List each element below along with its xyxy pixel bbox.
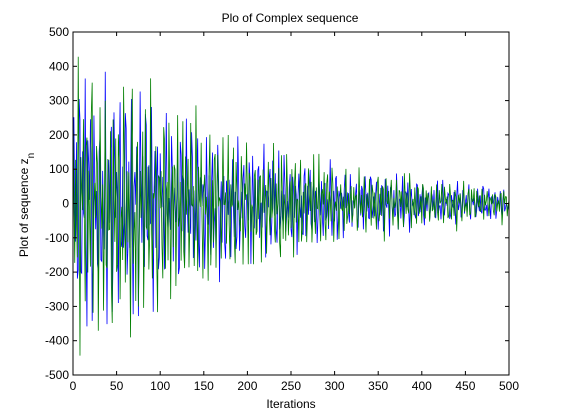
x-tick-label: 0 (70, 379, 77, 393)
y-axis-label-main: Plot of sequence z (17, 158, 31, 257)
y-axis-label-subscript: n (26, 153, 37, 159)
series-line-2 (72, 56, 510, 356)
x-tick-label: 450 (455, 379, 475, 393)
y-tick-label: 300 (49, 94, 69, 108)
y-axis-ticks: -500 -400 -300 -200 -100 0 100 200 300 400 500 (45, 25, 509, 382)
y-tick-label: -500 (45, 368, 69, 382)
svg-text:Plot of sequence zn: Plot of sequence zn (17, 153, 37, 257)
plot-area: 0 50 100 150 200 250 300 350 400 450 500 -500-400-… (45, 25, 519, 393)
y-tick-label: -300 (45, 299, 69, 313)
y-tick-label: 0 (62, 197, 69, 211)
x-axis-label: Iterations (266, 397, 315, 411)
x-tick-label: 400 (412, 379, 432, 393)
x-tick-label: 200 (237, 379, 257, 393)
y-tick-label: -100 (45, 231, 69, 245)
y-tick-label: 500 (49, 25, 69, 39)
chart-title: Plo of Complex sequence (222, 11, 359, 25)
y-tick-label: 200 (49, 128, 69, 142)
y-axis-label: Plot of sequence zn (17, 153, 37, 257)
y-tick-label: 100 (49, 162, 69, 176)
x-axis-ticks: 0 50 100 150 200 250 300 350 400 450 500 (70, 32, 519, 393)
x-tick-label: 350 (368, 379, 388, 393)
x-tick-label: 300 (325, 379, 345, 393)
x-tick-label: 50 (110, 379, 124, 393)
x-tick-label: 500 (499, 379, 519, 393)
y-tick-label: -400 (45, 334, 69, 348)
y-tick-label: 400 (49, 59, 69, 73)
x-tick-label: 100 (150, 379, 170, 393)
x-tick-label: 150 (194, 379, 214, 393)
x-tick-label: 250 (281, 379, 301, 393)
series-layer (72, 56, 510, 356)
y-tick-label: -200 (45, 265, 69, 279)
